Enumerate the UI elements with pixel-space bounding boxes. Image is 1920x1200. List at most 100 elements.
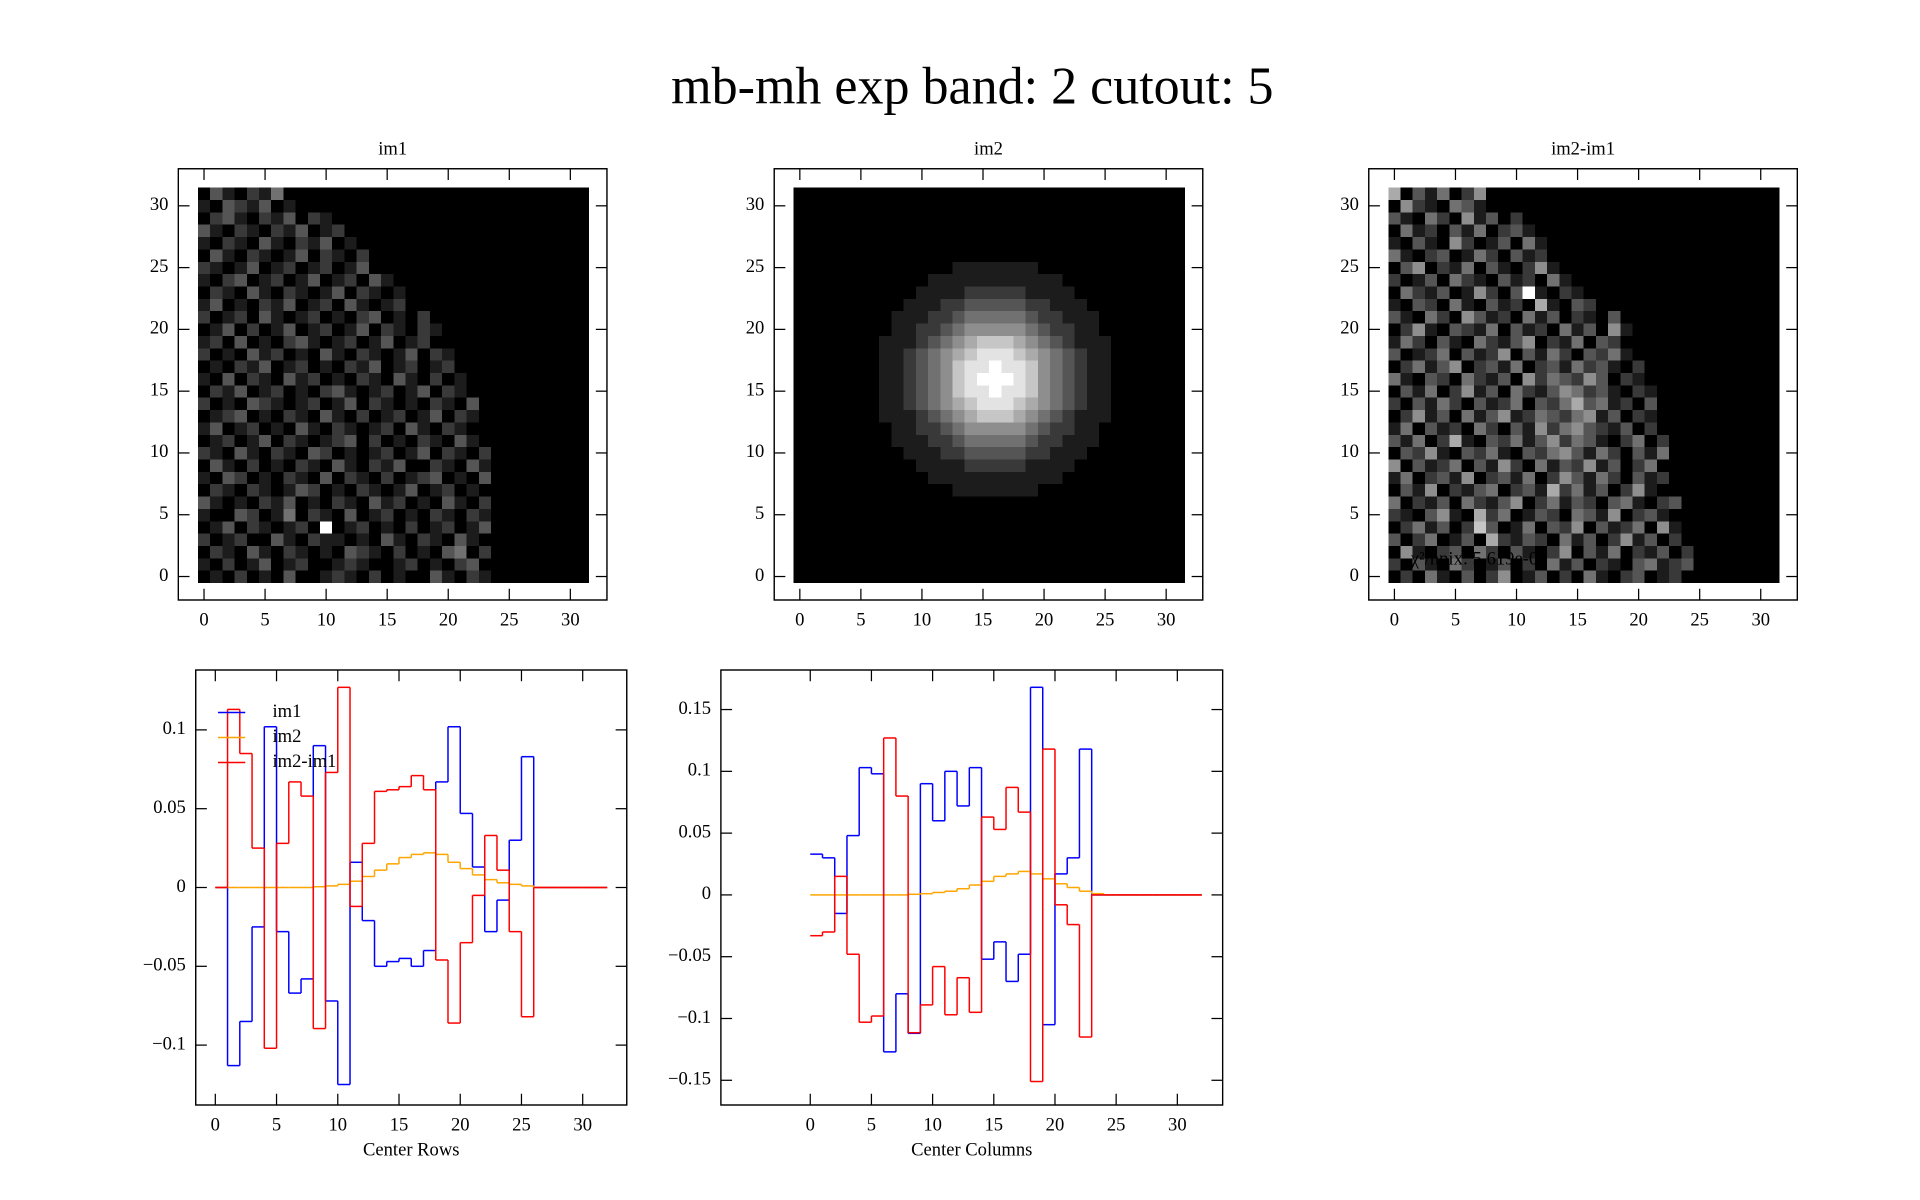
pixel <box>1388 372 1401 386</box>
pixel <box>830 384 843 398</box>
pixel <box>1644 249 1658 262</box>
pixel <box>1111 236 1124 250</box>
pixel <box>1050 261 1063 275</box>
pixel <box>818 360 831 374</box>
pixel <box>1754 545 1768 559</box>
pixel <box>989 508 1002 522</box>
pixel <box>1547 249 1560 262</box>
pixel <box>915 446 929 460</box>
pixel <box>830 211 843 225</box>
pixel <box>1400 261 1414 275</box>
pixel <box>1681 422 1694 435</box>
pixel <box>842 310 856 324</box>
pixel <box>515 261 528 275</box>
pixel <box>1681 249 1694 262</box>
pixel <box>1510 211 1523 225</box>
pixel <box>1766 298 1780 312</box>
pixel <box>246 360 260 374</box>
pixel <box>1485 249 1499 262</box>
pixel <box>1037 261 1051 275</box>
pixel <box>442 570 455 584</box>
pixel <box>1632 224 1646 238</box>
pixel <box>307 508 321 522</box>
pixel <box>515 508 528 522</box>
pixel <box>1050 187 1063 201</box>
pixel <box>1681 483 1694 497</box>
pixel <box>271 372 284 386</box>
pixel <box>258 384 272 398</box>
pixel <box>1437 199 1450 213</box>
pixel <box>1123 533 1137 547</box>
pixel <box>1437 261 1450 275</box>
pixel <box>903 545 917 559</box>
pixel <box>307 211 321 225</box>
pixel <box>891 199 904 213</box>
pixel <box>976 187 990 201</box>
pixel <box>234 508 248 522</box>
pixel <box>442 483 455 497</box>
pixel <box>503 273 516 287</box>
pixel <box>258 286 272 299</box>
pixel <box>1473 360 1487 374</box>
pixel <box>952 273 966 287</box>
pixel <box>1424 471 1438 485</box>
pixel <box>1534 298 1548 312</box>
pixel <box>989 570 1002 584</box>
pixel <box>234 298 248 312</box>
pixel <box>940 545 953 559</box>
pixel <box>1400 520 1414 534</box>
pixel <box>915 545 929 559</box>
pixel <box>197 347 211 361</box>
pixel <box>1595 286 1609 299</box>
pixel <box>344 520 358 534</box>
pixel <box>1498 323 1511 336</box>
pixel <box>1135 372 1149 386</box>
pixel <box>490 347 504 361</box>
pixel <box>1534 224 1548 238</box>
pixel <box>952 224 966 238</box>
pixel <box>381 286 394 299</box>
pixel <box>320 335 333 349</box>
pixel <box>879 533 892 547</box>
pixel <box>1498 261 1511 275</box>
pixel <box>989 422 1002 435</box>
pixel <box>1595 434 1609 448</box>
pixel <box>891 384 904 398</box>
pixel <box>976 360 990 374</box>
pixel <box>307 446 321 460</box>
pixel <box>1742 286 1756 299</box>
pixel <box>490 211 504 225</box>
pixel <box>1147 496 1161 509</box>
pixel <box>952 397 966 411</box>
pixel <box>393 446 406 460</box>
pixel <box>1583 384 1597 398</box>
pixel <box>454 520 467 534</box>
pixel <box>320 286 333 299</box>
pixel <box>1160 372 1173 386</box>
pixel <box>940 298 953 312</box>
y-tick-label: 0 <box>159 565 168 586</box>
pixel <box>454 496 467 509</box>
pixel <box>368 508 382 522</box>
pixel <box>1111 533 1124 547</box>
pixel <box>258 249 272 262</box>
pixel <box>417 224 431 238</box>
pixel <box>1559 533 1572 547</box>
pixel <box>454 310 467 324</box>
pixel <box>1595 483 1609 497</box>
pixel <box>442 335 455 349</box>
pixel <box>539 422 553 435</box>
pixel <box>903 199 917 213</box>
pixel <box>1656 273 1670 287</box>
pixel <box>1681 545 1694 559</box>
pixel <box>1547 323 1560 336</box>
pixel <box>1522 310 1536 324</box>
pixel <box>1534 199 1548 213</box>
pixel <box>1437 211 1450 225</box>
pixel <box>1111 199 1124 213</box>
pixel <box>1037 397 1051 411</box>
pixel <box>976 471 990 485</box>
pixel <box>891 533 904 547</box>
pixel <box>295 446 309 460</box>
pixel <box>1037 520 1051 534</box>
